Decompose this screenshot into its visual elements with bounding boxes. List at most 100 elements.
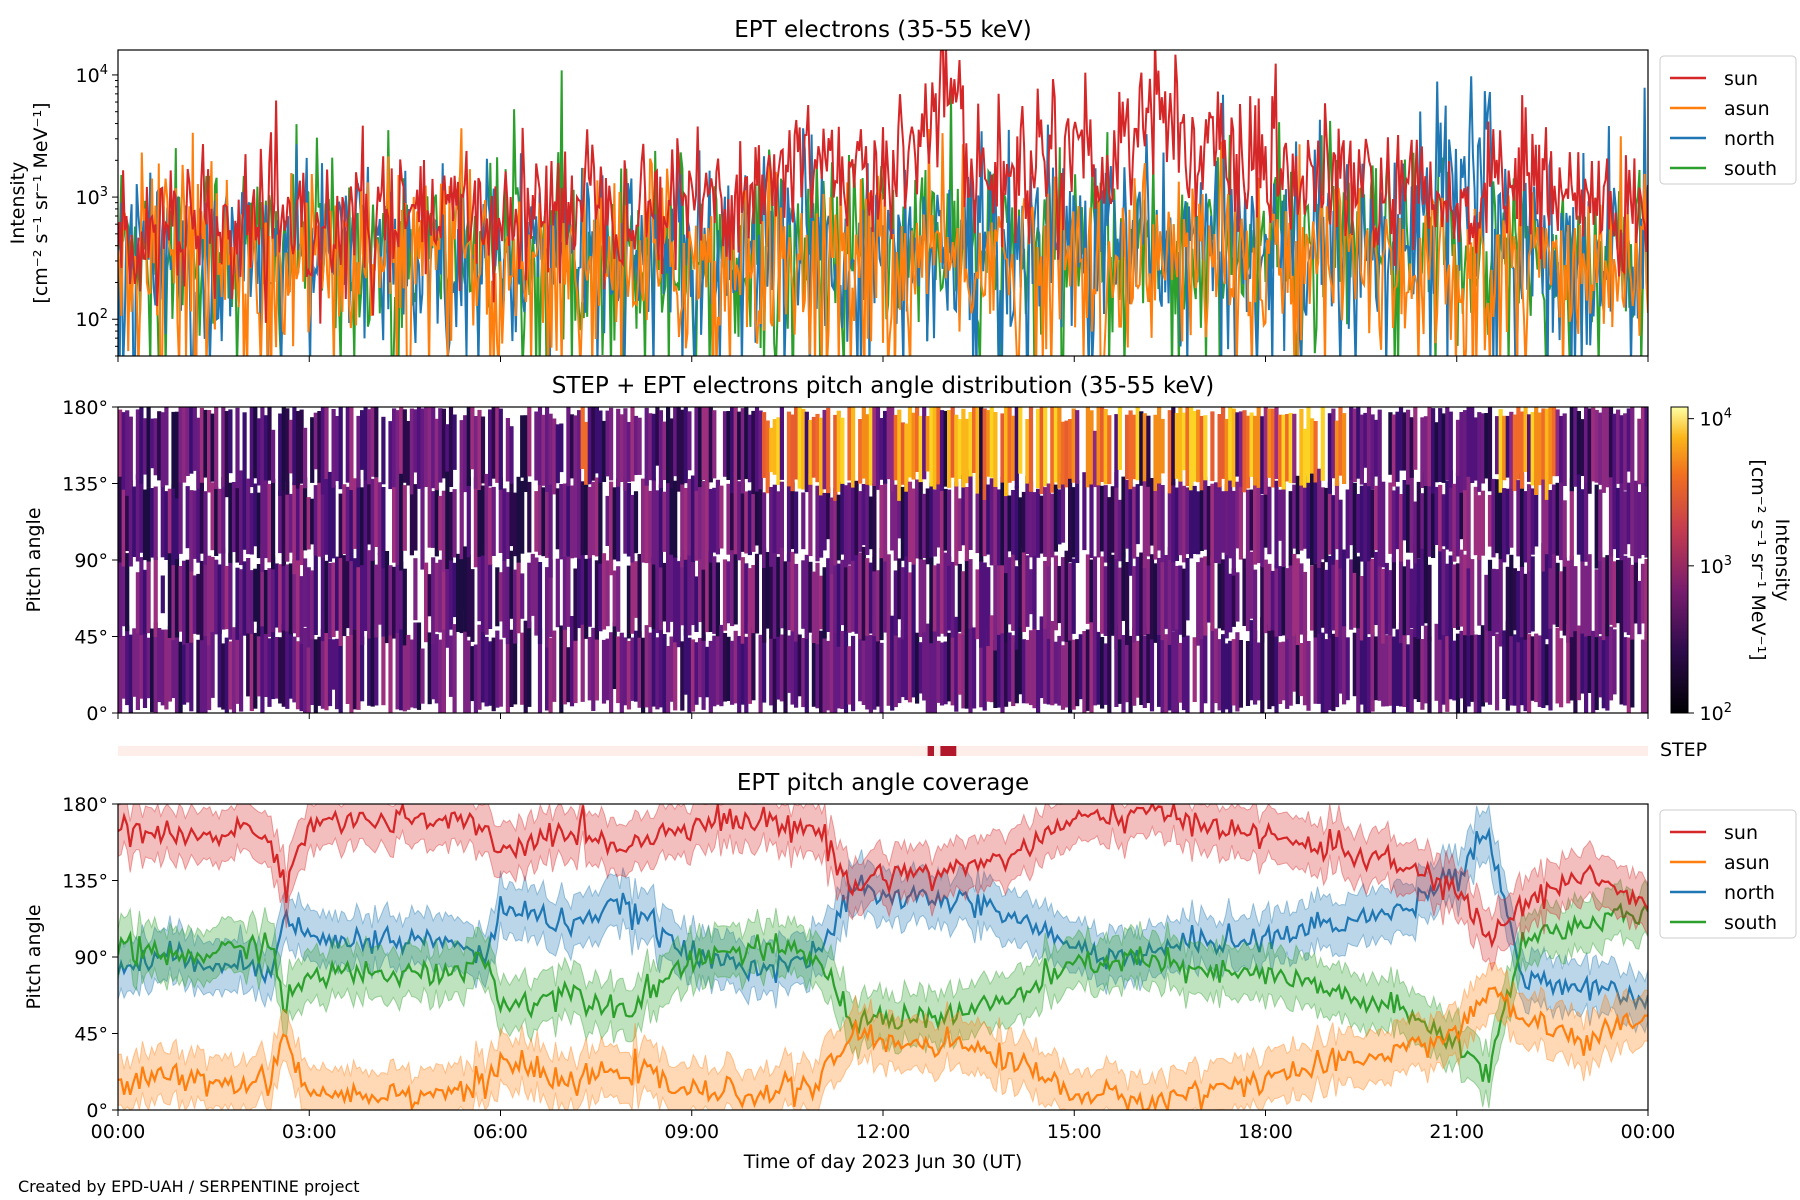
heatmap-cell [356,639,361,710]
legend-label-south: south [1724,158,1777,180]
heatmap-cell [762,412,767,478]
heatmap-cell [374,564,379,638]
heatmap-cell [320,407,325,495]
panel2-x-ticks [117,713,1649,719]
heatmap-cell [1142,566,1147,636]
heatmap-cell [580,624,585,702]
heatmap-cell [135,474,140,562]
heatmap-cell [1445,563,1450,637]
heatmap-cell [370,625,375,707]
heatmap-cell [370,478,375,561]
heatmap-cell [473,644,478,713]
series-line-asun [118,986,1648,1110]
heatmap-cell [1256,407,1261,488]
heatmap-cell [420,481,425,570]
heatmap-cell [566,552,571,627]
heatmap-cell [843,557,849,631]
heatmap-cell [1544,494,1549,555]
heatmap-cell [1046,625,1051,705]
heatmap-cell [666,407,671,484]
heatmap-cell [633,630,639,702]
heatmap-cell [1580,628,1585,694]
heatmap-cell [1423,553,1428,624]
heatmap-cell [299,576,304,644]
heatmap-cell [964,487,969,562]
heatmap-cell [922,493,927,558]
heatmap-cell [776,556,781,637]
heatmap-cell [957,563,962,632]
heatmap-cell [569,485,575,559]
heatmap-cell [271,479,276,570]
heatmap-cell [477,624,482,710]
heatmap-cell [1125,629,1130,703]
heatmap-cell [1249,551,1254,619]
heatmap-cell [954,414,959,487]
heatmap-cell [1512,414,1517,492]
heatmap-cell [285,481,290,562]
heatmap-cell [868,562,873,634]
heatmap-cell [363,562,368,631]
heatmap-cell [1292,624,1297,692]
heatmap-cell [900,630,905,698]
heatmap-cell [790,482,795,550]
heatmap-cell [715,479,720,555]
heatmap-cell [292,407,297,486]
legend-label-north: north [1724,128,1775,150]
heatmap-cell [1630,620,1635,708]
step-active-bar [940,746,957,756]
heatmap-cell [1171,481,1176,563]
heatmap-cell [957,498,962,551]
heatmap-cell [936,640,941,703]
heatmap-cell [964,559,969,633]
heatmap-cell [1224,643,1229,710]
heatmap-cell [943,410,948,487]
heatmap-cell [420,648,425,704]
heatmap-cell [1413,543,1418,638]
heatmap-cell [644,407,649,486]
heatmap-cell [1178,407,1183,482]
heatmap-cell [573,568,578,641]
heatmap-cell [950,407,955,478]
heatmap-cell [1541,408,1546,480]
heatmap-cell [1448,628,1453,700]
heatmap-cell [598,481,603,564]
heatmap-cell [306,627,311,713]
heatmap-cell [402,485,407,551]
heatmap-cell [587,407,592,485]
heatmap-cell [1281,474,1286,568]
heatmap-cell [1132,627,1137,706]
heatmap-cell [925,488,930,565]
heatmap-cell [865,629,870,710]
heatmap-cell [968,625,973,713]
heatmap-cell [765,552,770,629]
heatmap-cell [324,613,329,711]
heatmap-cell [1406,559,1411,636]
heatmap-cell [598,410,603,483]
legend-label-south: south [1724,912,1777,934]
heatmap-cell [527,621,532,707]
heatmap-cell [673,407,678,477]
heatmap-cell [1377,637,1382,701]
heatmap-cell [1078,634,1083,700]
heatmap-cell [1174,565,1179,630]
heatmap-cell [1285,414,1290,482]
heatmap-cell [1612,629,1617,695]
heatmap-cell [1527,560,1532,634]
heatmap-cell [883,410,888,484]
heatmap-cell [192,490,197,559]
heatmap-cell [210,413,215,482]
heatmap-cell [751,565,756,634]
heatmap-cell [388,634,393,713]
heatmap-cell [790,414,795,492]
heatmap-cell [1057,635,1062,706]
heatmap-cell [1544,408,1549,500]
heatmap-cell [1025,555,1030,627]
heatmap-cell [1206,486,1211,566]
panel2-y-ticks: 0°45°90°135°180° [62,397,118,725]
heatmap-cell [1448,470,1453,552]
heatmap-cell [698,553,703,623]
heatmap-cell [929,556,934,644]
heatmap-cell [1402,566,1407,636]
heatmap-cell [427,476,432,548]
heatmap-cell [135,632,140,710]
